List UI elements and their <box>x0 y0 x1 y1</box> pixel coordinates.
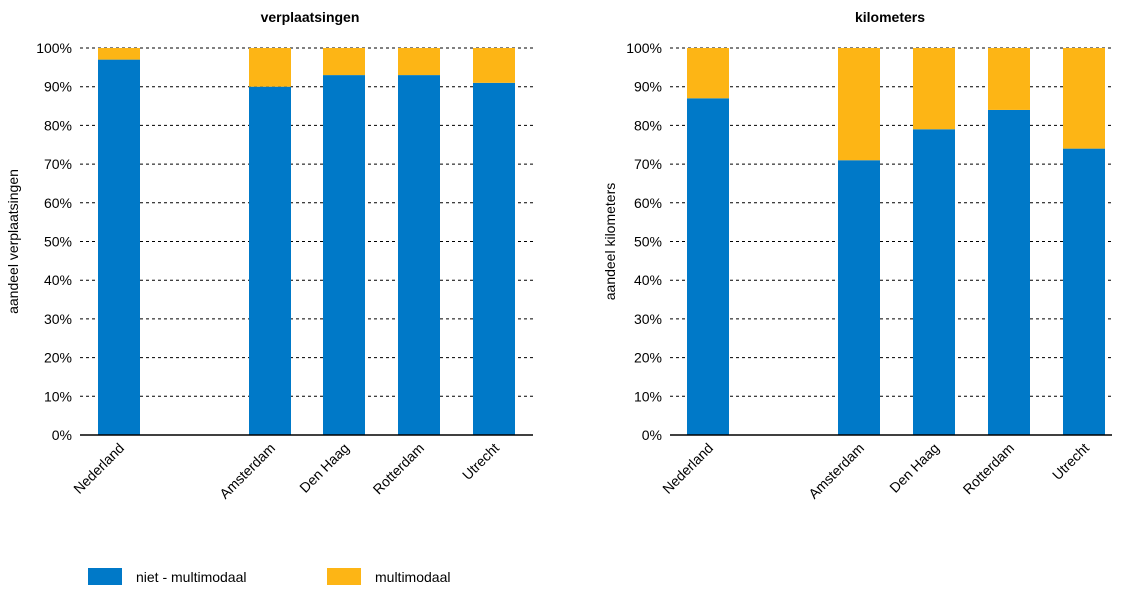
legend: niet - multimodaal multimodaal <box>0 568 1121 588</box>
legend-item-niet-multimodaal: niet - multimodaal <box>88 568 247 585</box>
y-tick-label: 20% <box>44 350 72 366</box>
y-tick-label: 70% <box>44 156 72 172</box>
y-tick-label: 50% <box>44 234 72 250</box>
x-tick-label: Den Haag <box>886 440 942 496</box>
x-tick-label: Den Haag <box>296 440 352 496</box>
x-tick-label: Utrecht <box>1049 440 1092 483</box>
bar-niet-multimodaal-utrecht <box>473 82 515 435</box>
y-tick-label: 60% <box>634 195 662 211</box>
x-tick-label: Amsterdam <box>216 440 278 502</box>
x-tick-label: Amsterdam <box>805 440 867 502</box>
bar-niet-multimodaal-nederland <box>687 98 729 435</box>
legend-label-multimodaal: multimodaal <box>375 568 451 585</box>
chart-title: verplaatsingen <box>261 9 360 25</box>
y-tick-label: 60% <box>44 195 72 211</box>
y-tick-label: 70% <box>634 156 662 172</box>
chart-title: kilometers <box>855 9 925 25</box>
bar-niet-multimodaal-rotterdam <box>398 75 440 435</box>
y-axis-label: aandeel kilometers <box>602 183 618 301</box>
y-tick-label: 10% <box>634 388 662 404</box>
bar-niet-multimodaal-utrecht <box>1063 148 1105 435</box>
bar-niet-multimodaal-amsterdam <box>838 160 880 436</box>
x-tick-label: Nederland <box>70 440 127 497</box>
x-tick-label: Nederland <box>659 440 716 497</box>
legend-swatch-multimodaal <box>327 568 361 585</box>
bar-niet-multimodaal-nederland <box>98 59 140 436</box>
bar-multimodaal-utrecht <box>1063 48 1105 149</box>
bar-multimodaal-den-haag <box>913 48 955 130</box>
y-tick-label: 80% <box>634 117 662 133</box>
y-tick-label: 40% <box>44 272 72 288</box>
bar-multimodaal-nederland <box>98 48 140 60</box>
bar-niet-multimodaal-rotterdam <box>988 109 1030 436</box>
y-tick-label: 10% <box>44 388 72 404</box>
y-tick-label: 100% <box>36 40 72 56</box>
y-tick-label: 0% <box>52 427 72 443</box>
y-tick-label: 90% <box>44 79 72 95</box>
bar-multimodaal-rotterdam <box>398 48 440 76</box>
y-tick-label: 90% <box>634 79 662 95</box>
bar-niet-multimodaal-amsterdam <box>249 86 291 435</box>
y-tick-label: 20% <box>634 350 662 366</box>
y-tick-label: 30% <box>634 311 662 327</box>
x-tick-label: Rotterdam <box>960 440 1018 498</box>
chart-kilometers: kilometers aandeel kilometers 0% 10% 20% 30% 4… <box>602 9 1112 502</box>
legend-item-multimodaal: multimodaal <box>327 568 450 585</box>
y-tick-label: 40% <box>634 272 662 288</box>
x-tick-label: Rotterdam <box>370 440 428 498</box>
bar-multimodaal-amsterdam <box>249 48 291 87</box>
legend-swatch-niet-multimodaal <box>88 568 122 585</box>
bar-multimodaal-utrecht <box>473 48 515 83</box>
bar-multimodaal-amsterdam <box>838 48 880 161</box>
bar-multimodaal-den-haag <box>323 48 365 76</box>
y-axis-label: aandeel verplaatsingen <box>5 169 21 314</box>
y-tick-label: 100% <box>626 40 662 56</box>
legend-label-niet-multimodaal: niet - multimodaal <box>136 568 247 585</box>
chart-verplaatsingen: verplaatsingen aandeel verplaatsingen 0% 10… <box>5 9 533 502</box>
bar-niet-multimodaal-den-haag <box>913 129 955 435</box>
bar-multimodaal-rotterdam <box>988 48 1030 110</box>
bar-multimodaal-nederland <box>687 48 729 99</box>
y-tick-label: 80% <box>44 117 72 133</box>
y-tick-label: 30% <box>44 311 72 327</box>
y-tick-label: 50% <box>634 234 662 250</box>
x-tick-label: Utrecht <box>459 440 502 483</box>
bar-niet-multimodaal-den-haag <box>323 75 365 435</box>
y-tick-label: 0% <box>642 427 662 443</box>
